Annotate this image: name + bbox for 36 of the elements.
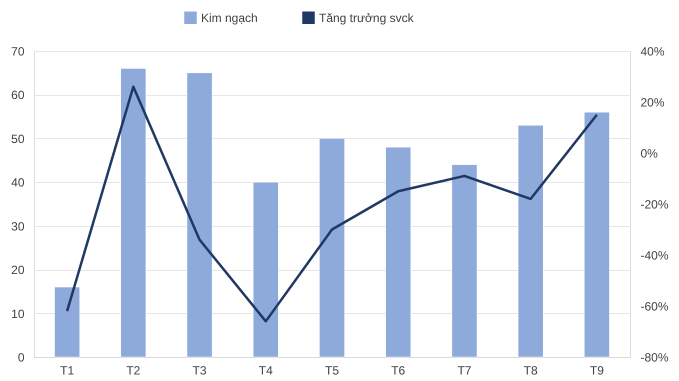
x-tick-label: T3 (192, 364, 207, 378)
bar (186, 72, 212, 358)
y-tick-label: 10 (11, 306, 25, 321)
y-tick-label: 0 (18, 350, 25, 364)
x-tick-label: T8 (524, 364, 538, 378)
y2-tick-label: -40% (640, 248, 669, 262)
bar (54, 286, 80, 358)
x-tick-label: T9 (590, 364, 604, 378)
y2-tick-label: -80% (640, 350, 669, 364)
bar (385, 146, 412, 358)
line-series (66, 85, 598, 323)
y-tick-label: 60 (11, 88, 25, 102)
bar (452, 164, 478, 358)
x-tick-label: T1 (60, 364, 74, 378)
x-tick-label: T4 (258, 364, 274, 378)
x-tick-label: T5 (324, 364, 340, 378)
legend-label: Tăng trưởng svck (319, 10, 415, 25)
x-tick-label: T6 (391, 364, 406, 378)
bar (319, 138, 345, 358)
bar (120, 68, 146, 358)
bar (252, 182, 279, 358)
y-tick-label: 30 (11, 219, 25, 234)
y2-tick-label: -20% (640, 198, 669, 212)
y2-tick-label: 0% (640, 146, 658, 160)
y-tick-label: 20 (11, 263, 25, 278)
legend-label: Kim ngạch (201, 10, 258, 25)
y-tick-label: 70 (11, 44, 25, 58)
y2-tick-label: -60% (640, 300, 669, 314)
y2-tick-label: 20% (640, 96, 665, 110)
x-tick-label: T2 (126, 364, 141, 378)
y2-tick-label: 40% (640, 44, 665, 58)
bar (518, 125, 544, 358)
y-tick-label: 40 (11, 176, 25, 190)
x-tick-label: T7 (457, 364, 472, 378)
bar (584, 112, 610, 358)
y-tick-label: 50 (11, 132, 25, 146)
